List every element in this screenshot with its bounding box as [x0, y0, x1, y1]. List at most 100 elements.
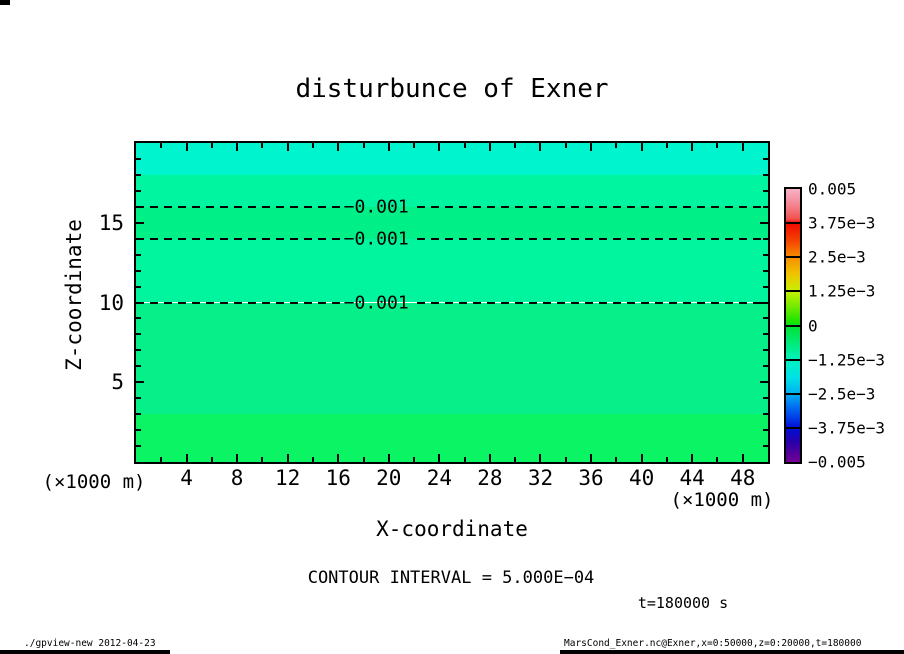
- x-tick: [615, 143, 618, 148]
- x-tick: [590, 454, 593, 462]
- contour-line: [417, 205, 768, 208]
- x-tick: [539, 143, 542, 151]
- colorbar-level-line: [786, 324, 800, 327]
- y-tick: [136, 413, 141, 416]
- x-tick: [185, 454, 188, 462]
- y-tick: [136, 301, 144, 304]
- contour-line: [136, 301, 341, 304]
- colorbar-level-line: [786, 392, 800, 395]
- y-tick: [136, 205, 141, 208]
- x-tick: [362, 457, 365, 462]
- x-tick-label: 36: [578, 466, 604, 490]
- colorbar-level-line: [786, 256, 800, 259]
- x-tick-label: 12: [275, 466, 301, 490]
- y-tick: [760, 381, 768, 384]
- y-tick: [136, 381, 144, 384]
- x-tick: [438, 454, 441, 462]
- y-tick: [136, 317, 141, 320]
- bottom-edge-artifact-right: [560, 650, 904, 654]
- y-tick: [763, 429, 768, 432]
- x-tick: [337, 143, 340, 151]
- x-tick-label: 32: [527, 466, 554, 490]
- x-tick: [564, 457, 567, 462]
- x-tick: [387, 454, 390, 462]
- x-tick: [564, 143, 567, 148]
- contour-line: [136, 205, 341, 208]
- plot-area: −0.001 −0.001 −0.001: [134, 141, 770, 464]
- x-tick: [337, 454, 340, 462]
- colorbar-tick-label: −3.75e−3: [808, 418, 886, 438]
- x-tick: [488, 143, 491, 151]
- x-tick: [413, 143, 416, 148]
- x-tick: [640, 143, 643, 151]
- time-annotation: t=180000 s: [637, 594, 729, 612]
- colorbar-tick-label: 3.75e−3: [808, 213, 876, 233]
- x-tick: [665, 143, 668, 148]
- x-tick: [311, 457, 314, 462]
- x-tick: [463, 457, 466, 462]
- x-tick: [514, 143, 517, 148]
- x-tick: [463, 143, 466, 148]
- colorbar-tick-label: −1.25e−3: [808, 350, 886, 370]
- x-tick: [514, 457, 517, 462]
- x-tick: [539, 454, 542, 462]
- y-axis-unit: (×1000 m): [42, 471, 146, 493]
- x-tick-label: 24: [426, 466, 453, 490]
- x-tick: [160, 143, 163, 148]
- y-tick: [136, 445, 141, 448]
- y-tick: [763, 397, 768, 400]
- contour-label: −0.001: [343, 196, 409, 218]
- y-tick: [136, 365, 141, 368]
- colorbar-tick-label: 0.005: [808, 179, 857, 199]
- contour-line: [417, 237, 768, 240]
- contour-interval-note: CONTOUR INTERVAL = 5.000E−04: [307, 568, 595, 588]
- x-axis-unit: (×1000 m): [670, 489, 774, 511]
- y-tick: [136, 285, 141, 288]
- colorbar-level-line: [786, 426, 800, 429]
- color-band: [136, 206, 768, 239]
- color-band: [136, 143, 768, 175]
- contour-line: [417, 301, 768, 304]
- y-tick: [136, 189, 141, 192]
- x-tick: [640, 454, 643, 462]
- page-title: disturbunce of Exner: [295, 74, 609, 104]
- y-tick: [763, 269, 768, 272]
- x-tick: [286, 454, 289, 462]
- x-tick: [261, 457, 264, 462]
- footer-source: MarsCond_Exner.nc@Exner,x=0:50000,z=0:20…: [564, 638, 862, 649]
- colorbar-tick-label: 1.25e−3: [808, 281, 876, 301]
- y-tick: [763, 349, 768, 352]
- y-tick: [136, 333, 141, 336]
- color-band: [136, 238, 768, 303]
- x-tick-label: 40: [628, 466, 655, 490]
- y-tick-label: 15: [98, 210, 124, 235]
- color-band: [136, 414, 768, 462]
- contour-line: [136, 237, 341, 240]
- contour-label: −0.001: [343, 228, 409, 250]
- x-tick-label: 8: [230, 466, 244, 490]
- x-tick-label: 20: [376, 466, 402, 490]
- footer-command: ./gpview-new 2012-04-23: [24, 638, 156, 649]
- x-axis-title: X-coordinate: [376, 517, 528, 541]
- x-tick: [236, 143, 239, 151]
- x-tick: [286, 143, 289, 151]
- x-tick: [210, 143, 213, 148]
- x-tick: [185, 143, 188, 151]
- y-tick: [763, 333, 768, 336]
- colorbar-tick-label: −2.5e−3: [808, 384, 876, 404]
- color-band: [136, 174, 768, 207]
- colorbar-tick-label: 2.5e−3: [808, 247, 866, 267]
- y-tick: [136, 157, 141, 160]
- x-tick: [716, 457, 719, 462]
- x-tick: [236, 454, 239, 462]
- y-tick: [763, 365, 768, 368]
- y-tick: [763, 205, 768, 208]
- y-tick: [763, 445, 768, 448]
- x-tick: [741, 454, 744, 462]
- y-tick: [763, 157, 768, 160]
- colorbar-tick-label: −0.005: [808, 452, 866, 472]
- colorbar-level-line: [786, 222, 800, 225]
- y-tick: [136, 221, 144, 224]
- y-tick: [763, 237, 768, 240]
